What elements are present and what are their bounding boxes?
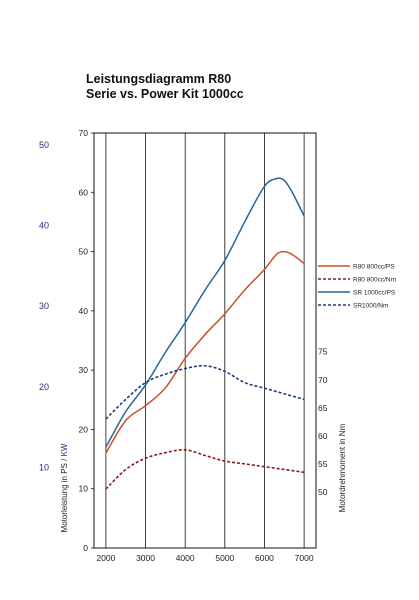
plot-frame <box>93 132 317 549</box>
y-tick-kw-label: 50 <box>39 140 49 150</box>
legend-label-2: R80 800cc/Nm <box>353 277 396 284</box>
y-axis-label-ps: Motorleistung in PS / <box>60 456 69 532</box>
y-tick-ps-label: 0 <box>83 543 88 553</box>
legend-label-3: SR 1000cc/PS <box>353 290 396 297</box>
chart-title: Leistungsdiagramm R80 <box>86 72 232 86</box>
y-axis-label-kw: KW <box>60 443 69 456</box>
chart-title-block: Leistungsdiagramm R80 Serie vs. Power Ki… <box>86 72 244 102</box>
y-tick-nm-label: 65 <box>318 403 328 413</box>
y-tick-ps-label: 10 <box>79 484 89 494</box>
series-line-4 <box>105 364 305 420</box>
y-axis-label-right: Motordrehmoment in Nm <box>338 423 347 512</box>
y-tick-kw-label: 40 <box>39 221 49 231</box>
x-tick-label: 5000 <box>215 553 234 563</box>
y-tick-ps-label: 20 <box>79 424 89 434</box>
y-tick-nm-label: 70 <box>318 375 328 385</box>
x-tick-label: 7000 <box>295 553 314 563</box>
series-line-3 <box>105 177 305 448</box>
y-axis-label-left: Motorleistung in PS / KW <box>60 443 69 532</box>
y-tick-ps-label: 30 <box>79 365 89 375</box>
x-tick-label: 2000 <box>96 553 115 563</box>
chart-subtitle: Serie vs. Power Kit 1000cc <box>86 87 244 101</box>
y-tick-kw-label: 30 <box>39 301 49 311</box>
y-tick-ps-label: 50 <box>79 247 89 257</box>
legend-label-4: SR1000/Nm <box>353 303 388 310</box>
y-tick-nm-label: 50 <box>318 487 328 497</box>
series-line-2 <box>105 448 305 490</box>
y-tick-ps-label: 70 <box>79 128 89 138</box>
y-tick-ps-label: 40 <box>79 306 89 316</box>
y-tick-nm-label: 60 <box>318 431 328 441</box>
y-tick-kw-label: 10 <box>39 462 49 472</box>
series-line-1 <box>105 250 305 454</box>
x-tick-label: 6000 <box>255 553 274 563</box>
y-tick-kw-label: 20 <box>39 382 49 392</box>
y-tick-nm-label: 55 <box>318 459 328 469</box>
x-tick-label: 3000 <box>136 553 155 563</box>
x-tick-label: 4000 <box>176 553 195 563</box>
legend-label-1: R80 800cc/PS <box>353 264 395 271</box>
y-tick-nm-label: 75 <box>318 347 328 357</box>
y-tick-ps-label: 60 <box>79 187 89 197</box>
